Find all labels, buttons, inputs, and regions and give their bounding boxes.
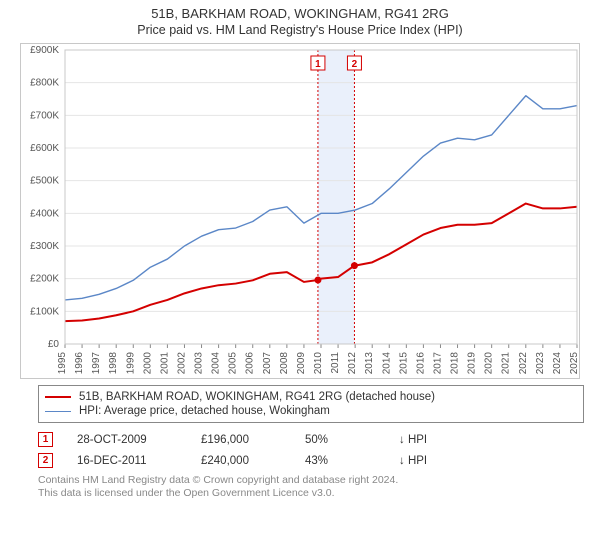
chart-svg: £0 £100K £200K £300K £400K £500K £600K £700K £80… [21,44,581,380]
svg-text:2024: 2024 [552,352,563,375]
svg-text:2018: 2018 [450,352,461,375]
event-marker-box: 2 [38,453,53,468]
svg-text:1: 1 [315,59,321,70]
event-row: 1 28-OCT-2009 £196,000 50% ↓ HPI [38,429,590,450]
svg-text:2005: 2005 [228,352,239,375]
svg-text:£100K: £100K [30,306,59,317]
svg-text:2008: 2008 [279,352,290,375]
legend-row: HPI: Average price, detached house, Woki… [45,404,577,418]
svg-text:£500K: £500K [30,176,59,187]
event-row: 2 16-DEC-2011 £240,000 43% ↓ HPI [38,450,590,471]
footer-line-2: This data is licensed under the Open Gov… [38,487,590,500]
event-price: £196,000 [201,434,281,446]
svg-text:2012: 2012 [347,352,358,375]
svg-text:1997: 1997 [91,352,102,375]
svg-text:2010: 2010 [313,352,324,375]
svg-text:2023: 2023 [535,352,546,375]
svg-text:2009: 2009 [296,352,307,375]
svg-text:1996: 1996 [74,352,85,375]
event-hpi-direction: ↓ HPI [399,455,427,467]
event-pct: 50% [305,434,375,446]
svg-text:1998: 1998 [108,352,119,375]
svg-text:£900K: £900K [30,45,59,56]
svg-text:2013: 2013 [364,352,375,375]
page-subtitle: Price paid vs. HM Land Registry's House … [10,23,590,37]
svg-text:2001: 2001 [159,352,170,375]
svg-text:£200K: £200K [30,274,59,285]
svg-text:2006: 2006 [245,352,256,375]
legend-row: 51B, BARKHAM ROAD, WOKINGHAM, RG41 2RG (… [45,390,577,404]
events-table: 1 28-OCT-2009 £196,000 50% ↓ HPI 2 16-DEC-2011… [38,429,590,471]
event-hpi-direction: ↓ HPI [399,434,427,446]
svg-text:£600K: £600K [30,143,59,154]
svg-text:1999: 1999 [125,352,136,375]
legend-swatch [45,411,71,412]
svg-text:2000: 2000 [142,352,153,375]
legend: 51B, BARKHAM ROAD, WOKINGHAM, RG41 2RG (… [38,385,584,423]
svg-text:2021: 2021 [501,352,512,375]
event-date: 28-OCT-2009 [77,434,177,446]
svg-text:2017: 2017 [432,352,443,375]
svg-text:2019: 2019 [467,352,478,375]
legend-swatch [45,396,71,398]
svg-text:£0: £0 [48,339,60,350]
svg-text:2016: 2016 [415,352,426,375]
footer-attribution: Contains HM Land Registry data © Crown c… [38,474,590,500]
svg-text:1995: 1995 [57,352,68,375]
event-marker-box: 1 [38,432,53,447]
event-price: £240,000 [201,455,281,467]
svg-text:£300K: £300K [30,241,59,252]
svg-text:£700K: £700K [30,110,59,121]
svg-text:£800K: £800K [30,78,59,89]
svg-text:£400K: £400K [30,208,59,219]
price-chart: £0 £100K £200K £300K £400K £500K £600K £700K £80… [20,43,580,379]
svg-text:2: 2 [352,59,358,70]
svg-text:2014: 2014 [381,352,392,375]
event-pct: 43% [305,455,375,467]
svg-text:2025: 2025 [569,352,580,375]
svg-text:2007: 2007 [262,352,273,375]
page-title: 51B, BARKHAM ROAD, WOKINGHAM, RG41 2RG [10,6,590,21]
legend-label: HPI: Average price, detached house, Woki… [79,405,330,417]
svg-text:2015: 2015 [398,352,409,375]
svg-text:2002: 2002 [176,352,187,375]
legend-label: 51B, BARKHAM ROAD, WOKINGHAM, RG41 2RG (… [79,391,435,403]
svg-text:2003: 2003 [194,352,205,375]
event-date: 16-DEC-2011 [77,455,177,467]
footer-line-1: Contains HM Land Registry data © Crown c… [38,474,590,487]
svg-text:2022: 2022 [518,352,529,375]
svg-text:2011: 2011 [330,352,341,374]
svg-text:2020: 2020 [484,352,495,375]
svg-text:2004: 2004 [211,352,222,375]
